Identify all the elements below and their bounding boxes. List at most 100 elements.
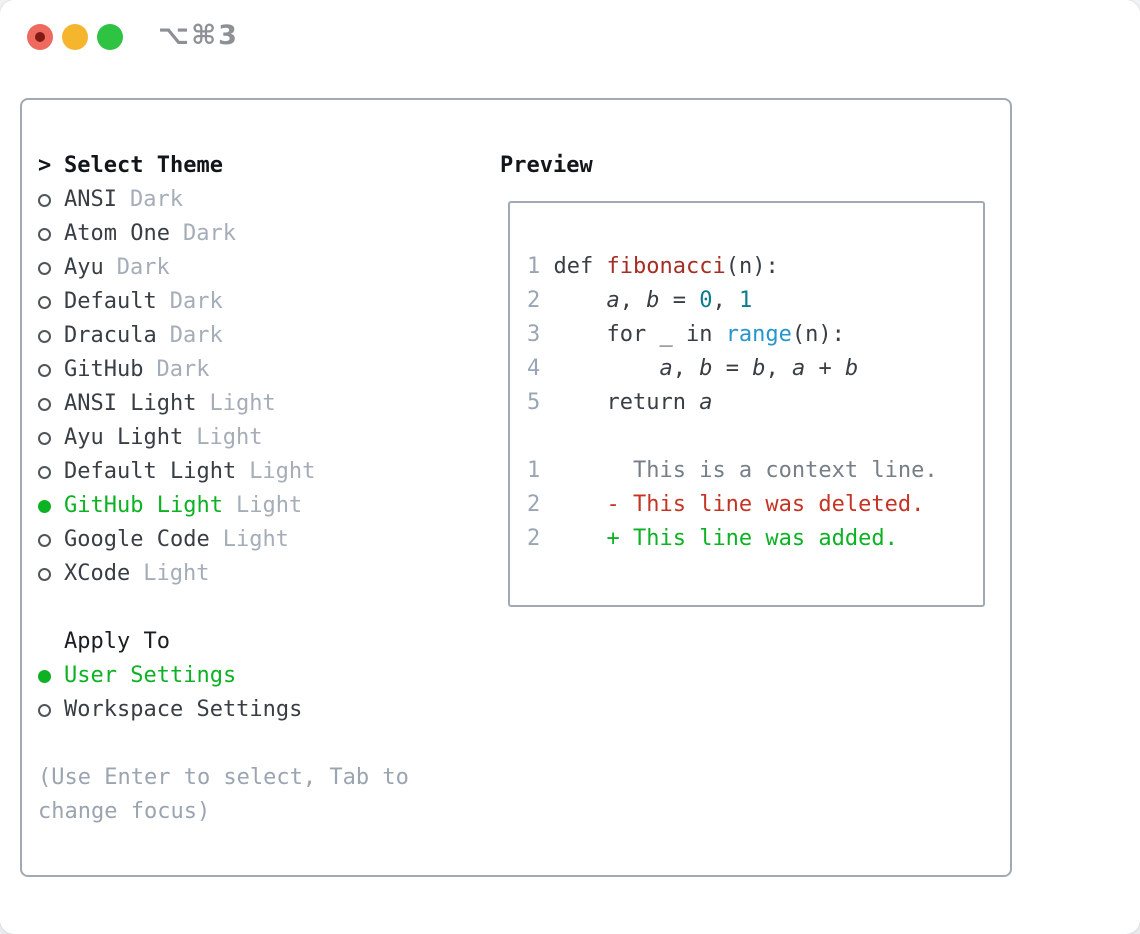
theme-variant-tag: Dark	[169, 289, 223, 314]
code-token: + This line was added.	[553, 526, 898, 551]
radio-unselected-icon	[38, 363, 51, 377]
theme-list-header: > Select Theme	[38, 149, 315, 183]
line-number: 4	[527, 356, 554, 381]
apply-option-label: User Settings	[64, 663, 237, 688]
theme-option-xcode[interactable]: XCode Light	[38, 557, 315, 591]
close-button[interactable]	[27, 24, 53, 50]
code-token: range	[725, 322, 792, 347]
code-token: ,	[619, 288, 647, 313]
code-token: b	[699, 356, 713, 381]
theme-name: ANSI Light	[64, 391, 197, 416]
theme-option-google-code[interactable]: Google Code Light	[38, 523, 315, 557]
theme-variant-tag: Light	[209, 391, 276, 416]
line-number: 1	[527, 458, 554, 483]
code-token: return	[553, 390, 700, 415]
line-number: 2	[527, 288, 554, 313]
select-theme-title: Select Theme	[64, 153, 223, 178]
theme-option-ansi-dark[interactable]: ANSI Dark	[38, 183, 315, 217]
radio-unselected-icon	[38, 567, 51, 581]
code-token: a	[699, 390, 713, 415]
radio-selected-icon	[38, 669, 51, 683]
theme-variant-tag: Light	[196, 425, 263, 450]
blank-line	[527, 420, 938, 454]
code-token: (n):	[725, 254, 779, 279]
theme-option-ayu-dark[interactable]: Ayu Dark	[38, 251, 315, 285]
apply-to-title: Apply To	[64, 629, 170, 654]
window-title-shortcut: ⌥⌘3	[158, 20, 239, 51]
theme-list: > Select Theme ANSI Dark Atom One Dark A…	[38, 149, 315, 727]
zoom-button[interactable]	[97, 24, 123, 50]
radio-unselected-icon	[38, 261, 51, 275]
code-token	[554, 356, 660, 381]
theme-variant-tag: Dark	[129, 187, 183, 212]
prompt-icon: >	[38, 153, 52, 178]
line-number: 5	[527, 390, 554, 415]
theme-variant-tag: Light	[249, 459, 316, 484]
radio-selected-icon	[38, 499, 51, 513]
code-token: This is a context line.	[553, 458, 938, 483]
apply-option-label: Workspace Settings	[64, 697, 303, 722]
theme-name: XCode	[64, 561, 131, 586]
radio-unselected-icon	[38, 193, 51, 207]
code-line: 5 return a	[527, 386, 938, 420]
code-token: 1	[738, 288, 753, 313]
code-token: ,	[672, 356, 700, 381]
theme-option-ayu-light[interactable]: Ayu Light Light	[38, 421, 315, 455]
line-number: 2	[527, 526, 554, 551]
theme-variant-tag: Dark	[169, 323, 223, 348]
code-line: 4 a, b = b, a + b	[527, 352, 938, 386]
code-token: def	[553, 254, 607, 279]
theme-variant-tag: Light	[143, 561, 210, 586]
apply-option-user-settings[interactable]: User Settings	[38, 659, 315, 693]
theme-option-github-light[interactable]: GitHub Light Light	[38, 489, 315, 523]
theme-option-default-light[interactable]: Default Light Light	[38, 455, 315, 489]
code-token: =	[712, 356, 753, 381]
code-token: (n):	[791, 322, 845, 347]
theme-name: Ayu Light	[64, 425, 184, 450]
code-token: ,	[765, 356, 792, 381]
code-token: +	[805, 356, 845, 381]
theme-selector-panel: > Select Theme ANSI Dark Atom One Dark A…	[20, 98, 1012, 877]
diff-added-line: 2 + This line was added.	[527, 522, 938, 556]
code-line: 1 def fibonacci(n):	[527, 250, 938, 284]
radio-unselected-icon	[38, 465, 51, 479]
code-token: b	[752, 356, 766, 381]
code-token: fibonacci	[606, 254, 726, 279]
radio-unselected-icon	[38, 533, 51, 547]
theme-variant-tag: Dark	[156, 357, 210, 382]
code-line: 2 a, b = 0, 1	[527, 284, 938, 318]
theme-option-github-dark[interactable]: GitHub Dark	[38, 353, 315, 387]
code-token: ,	[712, 288, 739, 313]
help-text: (Use Enter to select, Tab to change focu…	[38, 765, 409, 824]
spacer	[38, 591, 315, 625]
theme-option-ansi-light[interactable]: ANSI Light Light	[38, 387, 315, 421]
apply-option-workspace-settings[interactable]: Workspace Settings	[38, 693, 315, 727]
theme-name: GitHub	[64, 357, 144, 382]
theme-option-default-dark[interactable]: Default Dark	[38, 285, 315, 319]
code-token: - This line was deleted.	[553, 492, 925, 517]
diff-context-line: 1 This is a context line.	[527, 454, 938, 488]
theme-variant-tag: Dark	[116, 255, 170, 280]
preview-box: 1 def fibonacci(n): 2 a, b = 0, 1 3 for …	[508, 201, 985, 607]
code-preview: 1 def fibonacci(n): 2 a, b = 0, 1 3 for …	[527, 250, 938, 556]
theme-name: Default	[64, 289, 157, 314]
code-token: b	[844, 356, 859, 381]
minimize-button[interactable]	[62, 24, 88, 50]
code-token: a	[606, 288, 620, 313]
preview-title: Preview	[500, 153, 593, 178]
radio-unselected-icon	[38, 703, 51, 717]
code-line: 3 for _ in range(n):	[527, 318, 938, 352]
code-token: 0	[699, 288, 713, 313]
code-token: for _ in	[553, 322, 726, 347]
theme-variant-tag: Light	[235, 493, 303, 518]
theme-name: Ayu	[64, 255, 104, 280]
theme-option-atom-one-dark[interactable]: Atom One Dark	[38, 217, 315, 251]
theme-option-dracula-dark[interactable]: Dracula Dark	[38, 319, 315, 353]
theme-name: Default Light	[64, 459, 237, 484]
line-number: 2	[527, 492, 554, 517]
theme-variant-tag: Dark	[182, 221, 236, 246]
code-token: a	[791, 356, 806, 381]
apply-to-header: Apply To	[38, 625, 315, 659]
code-token: b	[646, 288, 660, 313]
radio-unselected-icon	[38, 227, 51, 241]
